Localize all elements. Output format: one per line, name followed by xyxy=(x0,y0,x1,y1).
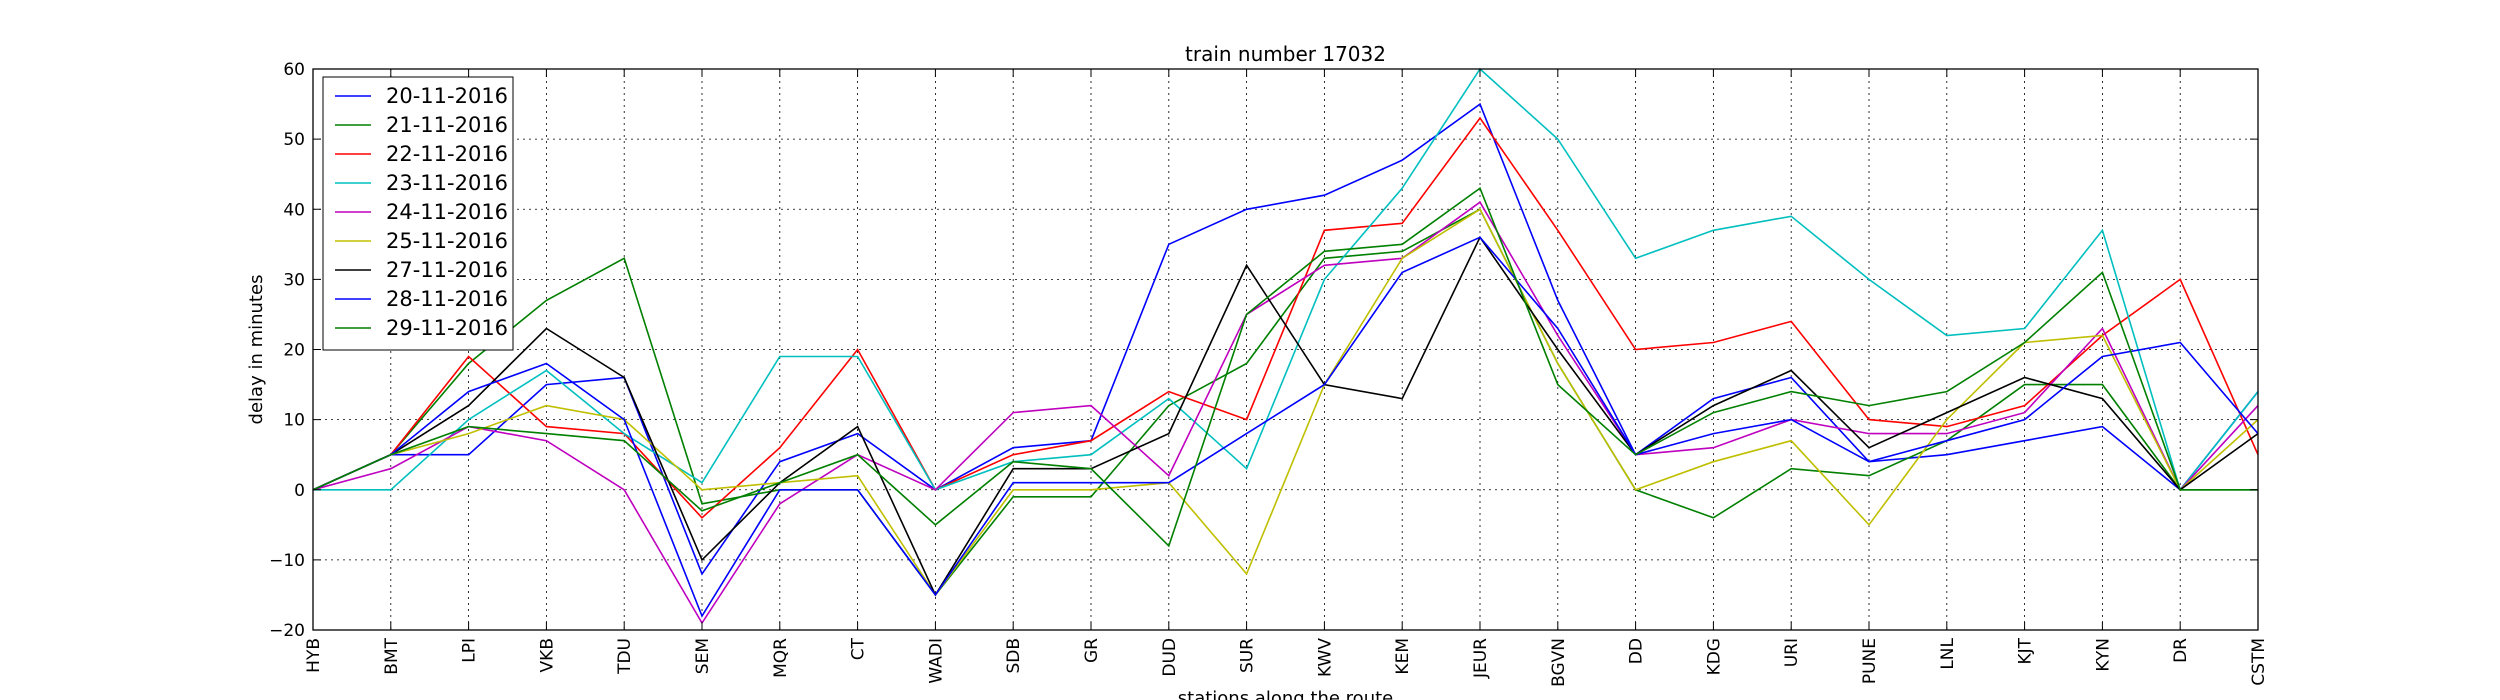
x-tick-label: KEM xyxy=(1393,638,1413,675)
legend: 20-11-2016 21-11-2016 22-11-2016 23-11-2016… xyxy=(322,76,514,351)
x-tick-label: LPI xyxy=(460,638,480,663)
x-tick-label: VKB xyxy=(537,638,557,672)
series-line-21-11-2016 xyxy=(312,208,2258,597)
x-tick-label: SUR xyxy=(1238,638,1258,673)
legend-label: 23-11-2016 xyxy=(386,171,508,195)
grid xyxy=(313,69,2258,630)
x-tick-label: DUD xyxy=(1160,638,1180,677)
x-tick-label: KDG xyxy=(1704,638,1724,675)
chart-title: train number 17032 xyxy=(1185,42,1386,66)
y-tick-label: 20 xyxy=(283,341,305,361)
y-axis-label: delay in minutes xyxy=(246,275,267,425)
series-line-24-11-2016 xyxy=(312,201,2259,625)
x-tick-label: PUNE xyxy=(1860,638,1880,684)
x-axis-label: stations along the route xyxy=(1178,688,1393,700)
x-tick-label: GR xyxy=(1082,638,1102,663)
y-tick-label: −20 xyxy=(269,621,305,641)
x-tick-label: DD xyxy=(1627,638,1647,664)
legend-label: 21-11-2016 xyxy=(386,113,508,137)
x-tick-label: CSTM xyxy=(2249,638,2269,686)
x-tick-label: LNL xyxy=(1938,637,1958,669)
series-line-27-11-2016 xyxy=(312,235,2259,597)
y-tick-label: −10 xyxy=(269,551,305,571)
legend-label: 24-11-2016 xyxy=(386,200,508,224)
x-tick-label: KWV xyxy=(1315,638,1335,677)
legend-label: 28-11-2016 xyxy=(386,287,508,311)
series-line-20-11-2016 xyxy=(312,102,2259,576)
y-tick-label: 40 xyxy=(283,200,305,220)
y-tick-label: 50 xyxy=(283,130,305,150)
y-tick-label: 30 xyxy=(283,270,305,290)
x-tick-label: WADI xyxy=(926,638,946,684)
x-tick-label: CT xyxy=(849,637,869,660)
x-tick-label: SEM xyxy=(693,638,713,674)
legend-label: 22-11-2016 xyxy=(386,142,508,166)
x-tick-label: URI xyxy=(1782,638,1802,667)
y-tick-label: 60 xyxy=(283,60,305,80)
series-line-25-11-2016 xyxy=(312,208,2259,597)
x-tick-label: TDU xyxy=(615,638,635,675)
x-tick-label: BMT xyxy=(382,637,402,674)
x-tick-label: HYB xyxy=(304,638,324,673)
x-tick-label: JEUR xyxy=(1471,638,1491,679)
x-tick-label: DR xyxy=(2171,638,2191,663)
legend-label: 27-11-2016 xyxy=(386,258,508,282)
legend-label: 29-11-2016 xyxy=(386,316,508,340)
x-tick-label: BGVN xyxy=(1549,638,1569,687)
legend-label: 25-11-2016 xyxy=(386,229,508,253)
y-tick-label: 0 xyxy=(294,481,305,501)
legend-label: 20-11-2016 xyxy=(386,84,508,108)
series-line-29-11-2016 xyxy=(312,186,2258,548)
x-tick-label: KJT xyxy=(2016,637,2036,664)
x-tick-label: MQR xyxy=(771,638,791,678)
series-line-23-11-2016 xyxy=(313,67,2259,492)
x-tick-label: KYN xyxy=(2093,638,2113,672)
legend-box xyxy=(322,76,514,351)
x-tick-label: SDB xyxy=(1004,638,1024,674)
y-tick-label: 10 xyxy=(283,411,305,431)
series-lines xyxy=(312,67,2259,625)
